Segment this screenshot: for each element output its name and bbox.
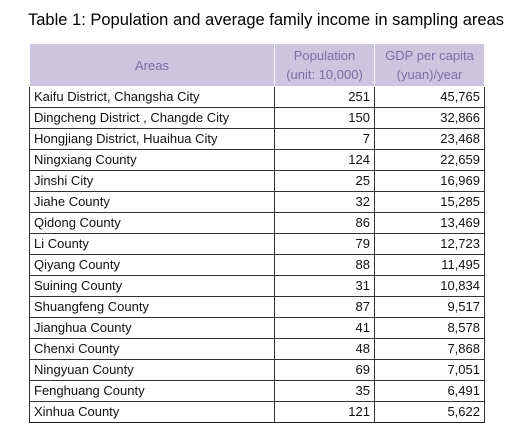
gdp-cell: 45,765: [374, 86, 485, 108]
area-cell: Hongjiang District, Huaihua City: [29, 128, 275, 150]
header-gdp-line1: GDP per capita: [385, 48, 474, 63]
header-gdp: GDP per capita (yuan)/year: [374, 43, 485, 87]
gdp-cell: 11,495: [374, 254, 485, 276]
gdp-cell: 8,578: [374, 317, 485, 339]
area-cell: Dingcheng District , Changde City: [29, 107, 275, 129]
population-cell: 31: [274, 275, 375, 297]
population-cell: 121: [274, 401, 375, 423]
population-cell: 87: [274, 296, 375, 318]
area-cell: Jiahe County: [29, 191, 275, 213]
table-header: Areas Population (unit: 10,000) GDP per …: [29, 43, 485, 87]
area-cell: Li County: [29, 233, 275, 255]
table-row: Hongjiang District, Huaihua City 7 23,468: [29, 128, 485, 150]
population-cell: 32: [274, 191, 375, 213]
gdp-cell: 16,969: [374, 170, 485, 192]
area-cell: Ningyuan County: [29, 359, 275, 381]
area-cell: Jianghua County: [29, 317, 275, 339]
gdp-cell: 15,285: [374, 191, 485, 213]
table-row: Kaifu District, Changsha City 251 45,765: [29, 86, 485, 108]
population-cell: 25: [274, 170, 375, 192]
population-cell: 86: [274, 212, 375, 234]
population-cell: 69: [274, 359, 375, 381]
table-row: Fenghuang County 35 6,491: [29, 380, 485, 402]
area-cell: Kaifu District, Changsha City: [29, 86, 275, 108]
header-row: Areas Population (unit: 10,000) GDP per …: [29, 43, 485, 87]
gdp-cell: 7,868: [374, 338, 485, 360]
population-cell: 124: [274, 149, 375, 171]
area-cell: Xinhua County: [29, 401, 275, 423]
table-row: Ningyuan County 69 7,051: [29, 359, 485, 381]
table-row: Li County 79 12,723: [29, 233, 485, 255]
header-areas-label: Areas: [135, 57, 169, 73]
gdp-cell: 13,469: [374, 212, 485, 234]
population-cell: 7: [274, 128, 375, 150]
header-areas: Areas: [29, 43, 275, 87]
gdp-cell: 22,659: [374, 149, 485, 171]
area-cell: Ningxiang County: [29, 149, 275, 171]
population-income-table: Areas Population (unit: 10,000) GDP per …: [29, 43, 485, 423]
table-row: Shuangfeng County 87 9,517: [29, 296, 485, 318]
table-row: Qidong County 86 13,469: [29, 212, 485, 234]
header-population: Population (unit: 10,000): [274, 43, 375, 87]
area-cell: Chenxi County: [29, 338, 275, 360]
table-row: Chenxi County 48 7,868: [29, 338, 485, 360]
table-row: Dingcheng District , Changde City 150 32,8…: [29, 107, 485, 129]
population-cell: 150: [274, 107, 375, 129]
gdp-cell: 6,491: [374, 380, 485, 402]
header-gdp-line2: (yuan)/year: [396, 67, 463, 82]
area-cell: Qidong County: [29, 212, 275, 234]
gdp-cell: 23,468: [374, 128, 485, 150]
table-row: Jianghua County 41 8,578: [29, 317, 485, 339]
area-cell: Shuangfeng County: [29, 296, 275, 318]
area-cell: Suining County: [29, 275, 275, 297]
table-caption: Table 1: Population and average family i…: [28, 11, 505, 29]
population-cell: 79: [274, 233, 375, 255]
header-population-line2: (unit: 10,000): [286, 67, 363, 82]
table-row: Qiyang County 88 11,495: [29, 254, 485, 276]
area-cell: Fenghuang County: [29, 380, 275, 402]
population-cell: 251: [274, 86, 375, 108]
table-body: Kaifu District, Changsha City 251 45,765 Di…: [29, 86, 485, 423]
population-cell: 41: [274, 317, 375, 339]
gdp-cell: 7,051: [374, 359, 485, 381]
population-cell: 48: [274, 338, 375, 360]
table-row: Jiahe County 32 15,285: [29, 191, 485, 213]
gdp-cell: 32,866: [374, 107, 485, 129]
table-row: Jinshi City 25 16,969: [29, 170, 485, 192]
table-row: Xinhua County 121 5,622: [29, 401, 485, 423]
area-cell: Qiyang County: [29, 254, 275, 276]
header-population-line1: Population: [293, 48, 356, 63]
gdp-cell: 10,834: [374, 275, 485, 297]
table-row: Ningxiang County 124 22,659: [29, 149, 485, 171]
gdp-cell: 5,622: [374, 401, 485, 423]
population-cell: 88: [274, 254, 375, 276]
area-cell: Jinshi City: [29, 170, 275, 192]
population-cell: 35: [274, 380, 375, 402]
table-row: Suining County 31 10,834: [29, 275, 485, 297]
gdp-cell: 12,723: [374, 233, 485, 255]
gdp-cell: 9,517: [374, 296, 485, 318]
